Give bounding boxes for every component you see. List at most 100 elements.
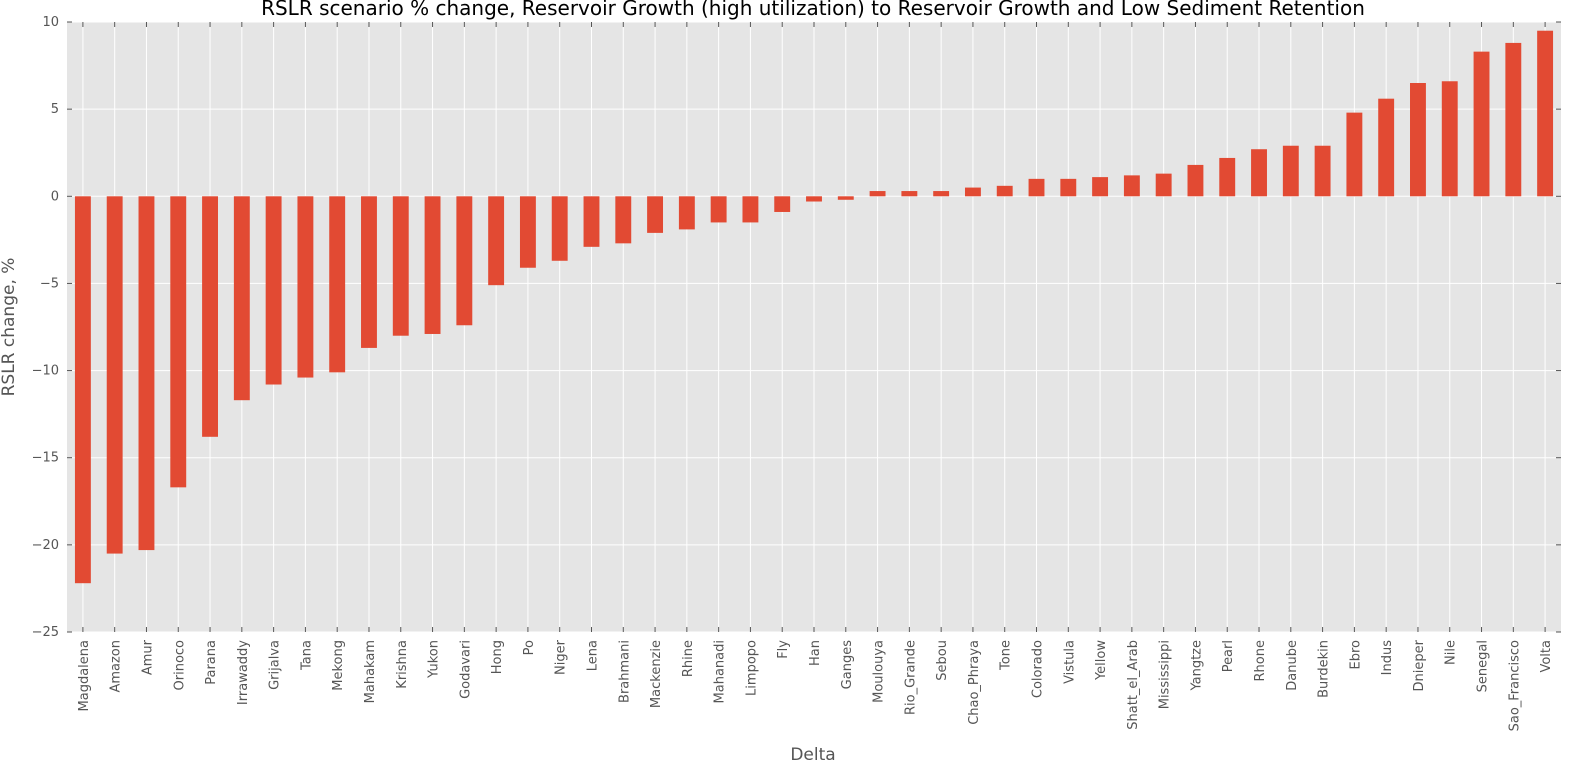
x-tick-label: Rhine (681, 640, 696, 677)
bar-hong (488, 196, 505, 286)
bar-sebou (933, 191, 950, 197)
x-tick-label: Yangtze (1189, 640, 1204, 692)
x-tick-label: Volta (1539, 640, 1554, 673)
x-tick-label: Ganges (840, 640, 855, 690)
x-tick-label: Tone (999, 640, 1014, 671)
x-tick-label: Danube (1285, 640, 1300, 691)
bar-grijalva (265, 196, 282, 385)
y-axis-label: RSLR change, % (0, 258, 19, 397)
x-tick-label: Brahmani (617, 640, 632, 703)
bar-mahakam (361, 196, 377, 348)
x-tick-label: Po (522, 640, 537, 655)
x-tick-label: Sebou (935, 640, 950, 681)
x-tick-label: Fly (776, 640, 791, 659)
y-axis-ticks: 10 5 0 −5 −10 −15 −20 −25 (32, 15, 1561, 640)
x-tick-label: Indus (1380, 640, 1395, 676)
bar-niger (551, 196, 568, 261)
bar-volta (1537, 30, 1554, 197)
bar-godavari (456, 196, 473, 326)
x-tick-label: Mississippi (1158, 640, 1173, 709)
y-tick-label: 10 (42, 15, 59, 30)
x-tick-label: Mackenzie (649, 640, 664, 708)
bar-magdalena (74, 196, 91, 584)
bar-series (74, 30, 1554, 584)
x-tick-label: Nile (1444, 640, 1459, 665)
bar-ganges (837, 196, 854, 200)
bar-fly (774, 196, 791, 212)
x-tick-label: Krishna (395, 640, 410, 689)
y-tick-label: 5 (51, 102, 59, 117)
y-tick-label: −10 (32, 364, 59, 379)
bar-po (519, 196, 536, 268)
bar-amazon (106, 196, 123, 554)
y-tick-label: 0 (51, 189, 59, 204)
bar-tana (297, 196, 314, 378)
bar-mahanadi (710, 196, 727, 223)
bar-tone (996, 185, 1013, 197)
bar-nile (1441, 81, 1458, 197)
x-tick-label: Tana (299, 640, 314, 671)
x-tick-label: Grijalva (268, 640, 283, 690)
x-tick-label: Limpopo (744, 640, 759, 696)
bar-indus (1378, 98, 1395, 197)
x-tick-label: Han (808, 640, 823, 666)
x-axis-ticks: Magdalena Amazon Amur Orinoco Parana Irrawadd… (77, 22, 1554, 731)
bar-sao_francisco (1505, 42, 1522, 197)
chart-title: RSLR scenario % change, Reservoir Growth… (261, 0, 1365, 20)
x-tick-label: Dnieper (1412, 639, 1427, 691)
bar-krishna (392, 196, 409, 336)
bar-amur (138, 196, 155, 551)
x-tick-label: Mahanadi (713, 640, 728, 703)
bar-orinoco (170, 196, 187, 488)
bar-yangtze (1187, 164, 1204, 197)
y-tick-label: −25 (32, 625, 59, 640)
x-tick-label: Magdalena (77, 640, 92, 711)
x-tick-label: Ebro (1348, 640, 1363, 670)
y-tick-label: −15 (32, 451, 59, 466)
x-tick-label: Amur (140, 639, 155, 675)
x-tick-label: Yukon (427, 640, 442, 679)
x-tick-label: Pearl (1221, 640, 1236, 672)
x-tick-label: Mahakam (363, 640, 378, 703)
bar-chao_phraya (964, 187, 981, 197)
x-tick-label: Chao_Phraya (967, 640, 982, 725)
x-tick-label: Moulouya (872, 640, 887, 703)
x-tick-label: Mekong (331, 640, 346, 691)
bar-senegal (1473, 51, 1490, 197)
bar-rio_grande (901, 191, 918, 197)
x-tick-label: Rio_Grande (903, 640, 918, 715)
x-tick-label: Parana (204, 640, 219, 685)
bar-parana (202, 196, 218, 437)
x-tick-label: Lena (585, 640, 600, 671)
x-tick-label: Orinoco (172, 640, 187, 691)
bar-vistula (1060, 178, 1077, 197)
bar-ebro (1346, 112, 1363, 197)
bar-mississippi (1155, 173, 1172, 197)
y-tick-label: −20 (32, 538, 59, 553)
bar-irrawaddy (233, 196, 250, 401)
x-tick-label: Amazon (109, 640, 124, 693)
x-tick-label: Shatt_el_Arab (1126, 640, 1141, 730)
x-tick-label: Yellow (1094, 640, 1109, 681)
x-tick-label: Hong (490, 640, 505, 674)
bar-pearl (1219, 157, 1236, 197)
x-tick-label: Senegal (1476, 640, 1491, 692)
x-tick-label: Sao_Francisco (1507, 640, 1522, 731)
x-tick-label: Burdekin (1317, 640, 1332, 698)
bar-dnieper (1410, 83, 1426, 197)
x-axis-label: Delta (790, 745, 835, 765)
bar-limpopo (742, 196, 759, 223)
x-tick-label: Godavari (458, 640, 473, 699)
bar-yellow (1092, 177, 1109, 197)
bar-lena (583, 196, 600, 247)
bar-shatt_el_arab (1123, 175, 1140, 197)
bar-danube (1282, 145, 1299, 197)
bar-han (806, 196, 822, 202)
bar-rhine (678, 196, 695, 230)
x-tick-label: Irrawaddy (236, 640, 251, 705)
x-tick-label: Vistula (1062, 640, 1077, 684)
x-tick-label: Colorado (1031, 640, 1046, 698)
x-tick-label: Rhone (1253, 640, 1268, 681)
bar-moulouya (869, 191, 886, 197)
